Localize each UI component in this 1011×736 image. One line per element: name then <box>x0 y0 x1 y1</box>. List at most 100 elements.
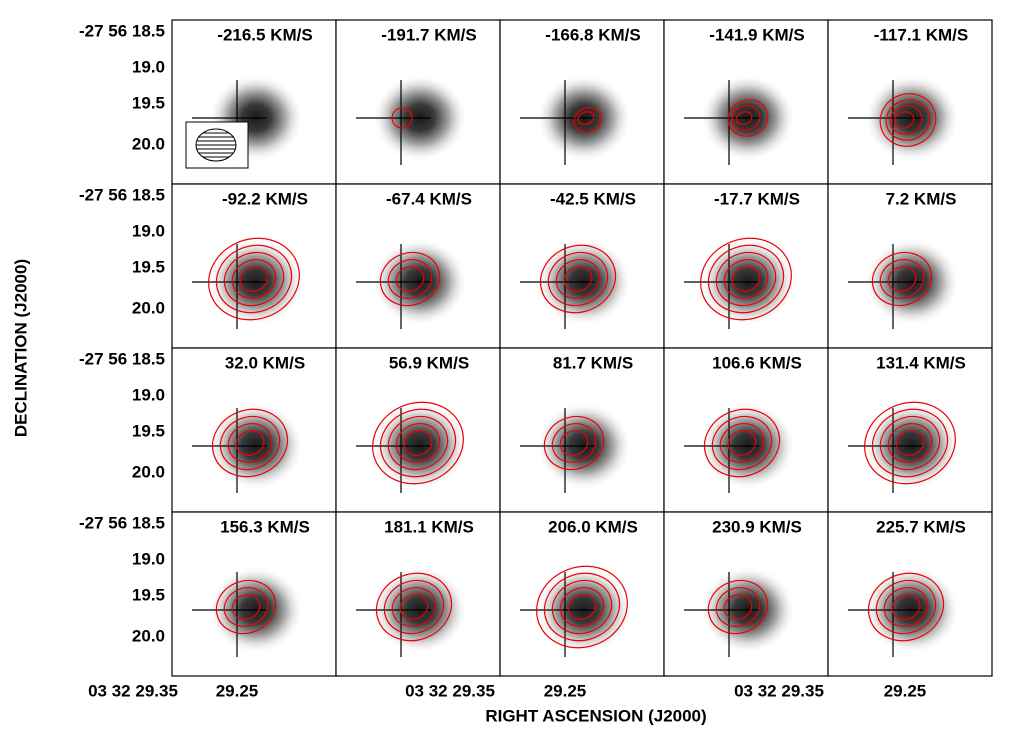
y-tick-label: 19.0 <box>132 385 165 404</box>
contour <box>227 423 273 463</box>
panel: 32.0 KM/S <box>171 347 337 513</box>
contour <box>223 587 269 627</box>
contour <box>551 579 613 635</box>
x-tick-label: 29.25 <box>544 681 587 700</box>
contour <box>887 266 917 292</box>
panel: 230.9 KM/S <box>663 511 829 677</box>
contour <box>559 430 589 456</box>
velocity-label: 106.6 KM/S <box>712 353 802 372</box>
contour <box>879 259 925 299</box>
contour <box>551 423 597 463</box>
contour <box>559 587 605 627</box>
y-tick-label: 19.0 <box>132 549 165 568</box>
y-tick-label: 19.5 <box>132 93 165 112</box>
y-tick-label: 20.0 <box>132 462 165 481</box>
velocity-label: 56.9 KM/S <box>389 353 469 372</box>
panel: 131.4 KM/S <box>827 347 993 513</box>
panel: -92.2 KM/S <box>171 183 337 349</box>
contour <box>395 423 441 463</box>
contour <box>555 259 601 299</box>
contour <box>723 594 753 620</box>
contour <box>887 423 933 463</box>
velocity-label: 81.7 KM/S <box>553 353 633 372</box>
panel: -191.7 KM/S <box>335 19 501 185</box>
contour <box>239 266 269 292</box>
contour <box>577 111 595 125</box>
contour <box>567 594 597 620</box>
contour <box>864 401 956 485</box>
x-tick-label: 03 32 29.35 <box>734 681 824 700</box>
contour <box>391 107 413 129</box>
contour <box>727 430 757 456</box>
contour <box>723 259 769 299</box>
x-tick-label: 29.25 <box>216 681 259 700</box>
velocity-label: 7.2 KM/S <box>886 189 957 208</box>
panel: -216.5 KM/S <box>171 19 337 185</box>
contour <box>867 572 945 642</box>
velocity-label: 32.0 KM/S <box>225 353 305 372</box>
contour <box>891 594 921 620</box>
velocity-label: 131.4 KM/S <box>876 353 966 372</box>
x-tick-label: 03 32 29.35 <box>405 681 495 700</box>
y-tick-label: 19.0 <box>132 57 165 76</box>
contour <box>711 415 773 471</box>
panel: -17.7 KM/S <box>663 183 829 349</box>
y-tick-label: 20.0 <box>132 626 165 645</box>
panel: -42.5 KM/S <box>499 183 665 349</box>
contour <box>871 251 933 307</box>
x-tick-label: 29.25 <box>884 681 927 700</box>
contour <box>735 111 753 125</box>
panel: -117.1 KM/S <box>827 19 993 185</box>
panel: -141.9 KM/S <box>663 19 829 185</box>
velocity-label: -42.5 KM/S <box>550 189 636 208</box>
velocity-label: -92.2 KM/S <box>222 189 308 208</box>
contour <box>375 572 453 642</box>
contour <box>707 579 769 635</box>
velocity-label: 225.7 KM/S <box>876 517 966 536</box>
velocity-label: 181.1 KM/S <box>384 517 474 536</box>
contour <box>387 415 449 471</box>
contour <box>707 244 785 314</box>
velocity-label: -17.7 KM/S <box>714 189 800 208</box>
contour <box>231 259 277 299</box>
contour <box>219 415 281 471</box>
contour <box>391 587 437 627</box>
panel: 56.9 KM/S <box>335 347 501 513</box>
contour <box>208 237 300 321</box>
panel: 225.7 KM/S <box>827 511 993 677</box>
contour <box>215 244 293 314</box>
contour <box>883 587 929 627</box>
velocity-label: -117.1 KM/S <box>874 25 969 44</box>
contour <box>871 408 949 478</box>
contour <box>573 107 603 133</box>
panel: 181.1 KM/S <box>335 511 501 677</box>
contour <box>895 430 925 456</box>
x-tick-label: 03 32 29.35 <box>88 681 178 700</box>
contour <box>731 266 761 292</box>
contour <box>235 430 265 456</box>
y-tick-label: 19.5 <box>132 585 165 604</box>
x-axis-title: RIGHT ASCENSION (J2000) <box>485 706 706 725</box>
y-axis-title: DECLINATION (J2000) <box>11 259 30 437</box>
velocity-label: 156.3 KM/S <box>220 517 310 536</box>
panel: 81.7 KM/S <box>499 347 665 513</box>
contour <box>893 111 915 129</box>
panel: 7.2 KM/S <box>827 183 993 349</box>
contour <box>889 105 923 135</box>
velocity-label: -216.5 KM/S <box>217 25 312 44</box>
contour <box>547 251 609 307</box>
y-tick-label: -27 56 18.5 <box>79 349 165 368</box>
contour <box>379 251 441 307</box>
contour <box>383 579 445 635</box>
contour <box>727 99 769 137</box>
panel: 106.6 KM/S <box>663 347 829 513</box>
velocity-label: 230.9 KM/S <box>712 517 802 536</box>
panel: 206.0 KM/S <box>499 511 665 677</box>
contour <box>543 572 621 642</box>
panel: 156.3 KM/S <box>171 511 337 677</box>
contour <box>563 266 593 292</box>
velocity-label: -166.8 KM/S <box>545 25 640 44</box>
y-tick-label: 20.0 <box>132 134 165 153</box>
contour <box>536 565 628 649</box>
